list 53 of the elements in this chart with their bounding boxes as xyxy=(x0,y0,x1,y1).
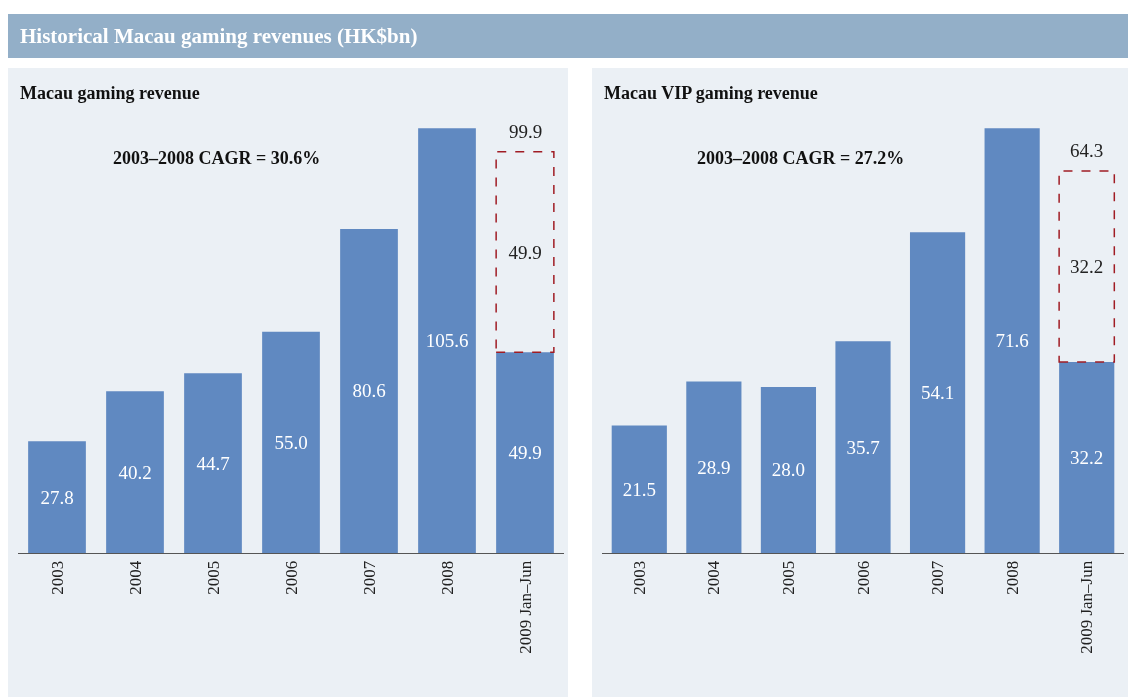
x-tick-label: 2005 xyxy=(778,560,798,595)
data-label: 28.9 xyxy=(697,456,731,478)
data-label: 21.5 xyxy=(622,478,656,500)
x-tick-label: 2006 xyxy=(853,560,873,595)
bar xyxy=(495,150,555,354)
data-label: 80.6 xyxy=(352,380,386,402)
bar xyxy=(835,341,891,553)
x-tick-label: 2008 xyxy=(437,560,457,595)
x-tick-label: 2009 Jan–Jun xyxy=(515,560,535,654)
total-label: 64.3 xyxy=(1070,140,1104,161)
bar xyxy=(760,386,817,553)
bar xyxy=(909,232,966,553)
data-label: 44.7 xyxy=(196,452,230,474)
chart-subtitle: Macau gaming revenue xyxy=(20,83,200,103)
bar xyxy=(496,352,554,553)
data-label: 49.9 xyxy=(508,241,542,263)
bar xyxy=(1059,362,1115,553)
bar xyxy=(984,128,1040,553)
bar xyxy=(686,381,742,553)
data-label: 71.6 xyxy=(995,330,1029,352)
data-label: 32.2 xyxy=(1070,256,1104,278)
x-tick-label: 2006 xyxy=(281,560,301,595)
chart-title: Historical Macau gaming revenues (HK$bn) xyxy=(20,24,418,48)
data-label: 40.2 xyxy=(118,461,152,483)
x-tick-label: 2007 xyxy=(928,560,948,595)
data-label: 55.0 xyxy=(274,431,308,453)
bar xyxy=(184,373,242,553)
bar xyxy=(28,441,86,553)
x-tick-label: 2003 xyxy=(47,560,67,595)
bar xyxy=(340,228,398,553)
x-tick-label: 2003 xyxy=(629,560,649,595)
x-tick-label: 2004 xyxy=(704,560,724,595)
data-label: 49.9 xyxy=(508,442,542,464)
bar xyxy=(611,425,667,553)
bar xyxy=(418,128,476,553)
bar xyxy=(106,391,164,553)
bar xyxy=(262,331,320,553)
total-label: 99.9 xyxy=(509,121,543,142)
bar xyxy=(1058,170,1116,363)
x-tick-label: 2009 Jan–Jun xyxy=(1077,560,1097,654)
data-label: 28.0 xyxy=(771,459,806,481)
data-label: 105.6 xyxy=(425,330,469,352)
data-label: 27.8 xyxy=(40,486,74,508)
data-label: 54.1 xyxy=(920,382,955,404)
annotation: 2003–2008 CAGR = 27.2% xyxy=(697,148,905,168)
data-label: 32.2 xyxy=(1070,447,1104,469)
data-label: 35.7 xyxy=(846,436,880,458)
x-tick-label: 2005 xyxy=(203,560,223,595)
x-tick-label: 2004 xyxy=(125,560,145,595)
chart-subtitle: Macau VIP gaming revenue xyxy=(604,83,818,103)
annotation: 2003–2008 CAGR = 30.6% xyxy=(113,148,321,168)
x-tick-label: 2008 xyxy=(1002,560,1022,595)
x-tick-label: 2007 xyxy=(359,560,379,595)
